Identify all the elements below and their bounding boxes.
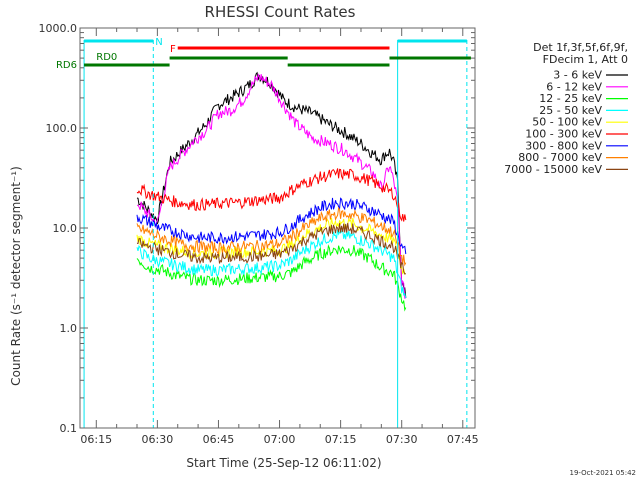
x-tick-label: 06:45 [203,433,235,446]
x-tick-label: 06:15 [80,433,112,446]
legend: Det 1f,3f,5f,6f,9f, FDecim 1, Att 0 3 - … [504,41,628,176]
x-tick-label: 06:30 [142,433,174,446]
flare-flag-label: F [170,44,176,55]
legend-entry-label: 25 - 50 keV [539,104,602,117]
legend-entry-label: 800 - 7000 keV [518,151,602,164]
series-line [136,216,406,275]
legend-entry-label: 100 - 300 keV [525,128,602,141]
flag-layer: NF RD0 RD6 [56,37,471,428]
series-line [136,206,407,267]
series-line [136,168,407,222]
series-line [136,228,407,299]
y-tick-label: 1.0 [60,322,78,335]
x-axis-title: Start Time (25-Sep-12 06:11:02) [186,456,381,470]
plot-frame [79,27,476,429]
series-layer [136,71,407,312]
y-tick-label: 1000.0 [39,22,78,35]
x-tick-label: 07:15 [325,433,357,446]
legend-entry-label: 300 - 800 keV [525,139,602,152]
rd0-flag-label: RD0 [96,52,117,63]
series-line [136,222,406,275]
series-line [136,244,407,312]
rd6-flag-label: RD6 [56,60,77,71]
legend-header-line-2: FDecim 1, Att 0 [543,53,628,66]
y-tick-label: 10.0 [53,222,78,235]
x-tick-label: 07:00 [264,433,296,446]
x-axis-label: Start Time (25-Sep-12 06:11:02) [186,456,381,470]
y-axis-label: Count Rate (s⁻¹ detector segment⁻¹) [9,166,23,386]
series-line [136,73,406,299]
y-tick-label: 0.1 [60,422,78,435]
legend-entry-label: 50 - 100 keV [532,116,602,129]
y-axis-title: Count Rate (s⁻¹ detector segment⁻¹) [9,166,23,386]
chart-title: RHESSI Count Rates [205,3,356,21]
legend-entry-label: 3 - 6 keV [553,69,602,82]
legend-entry-label: 12 - 25 keV [539,92,602,105]
y-tick-label: 100.0 [46,122,78,135]
x-tick-label: 07:45 [447,433,479,446]
legend-header-line-1: Det 1f,3f,5f,6f,9f, [533,41,628,54]
legend-entry-label: 6 - 12 keV [546,80,602,93]
x-tick-label: 07:30 [386,433,418,446]
series-line [136,197,407,255]
footer-date: 19-Oct-2021 05:42 [570,469,636,477]
axes-layer: 0.1 1.0 10.0 100.0 1000.0 06:15 06:30 06:45 07:0… [39,22,479,446]
legend-entry-label: 7000 - 15000 keV [504,163,602,176]
night-flag-label: N [155,37,162,48]
